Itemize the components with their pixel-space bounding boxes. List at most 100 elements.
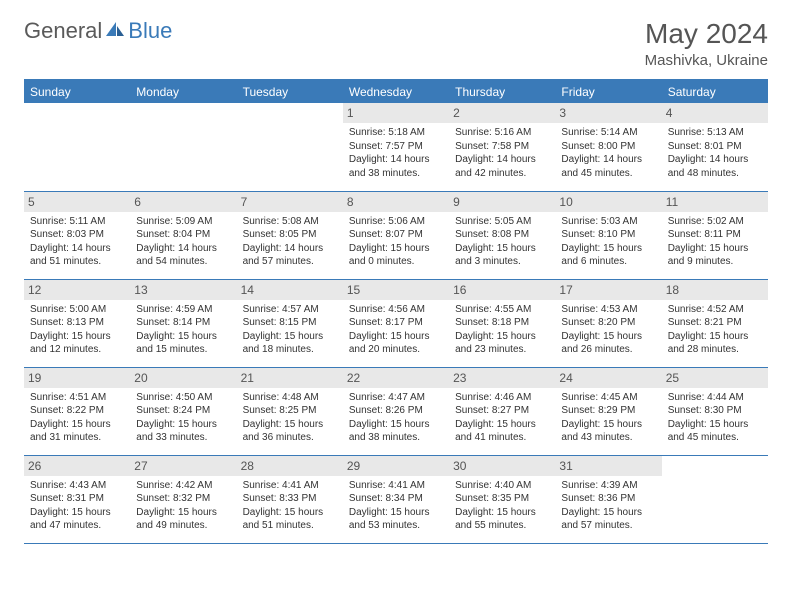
day-header-row: SundayMondayTuesdayWednesdayThursdayFrid…	[24, 80, 768, 103]
sunset-text: Sunset: 8:15 PM	[243, 316, 337, 330]
daylight-text: Daylight: 15 hours and 15 minutes.	[136, 330, 230, 357]
calendar-cell: 14Sunrise: 4:57 AMSunset: 8:15 PMDayligh…	[237, 279, 343, 367]
day-number: 4	[662, 103, 768, 123]
daylight-text: Daylight: 15 hours and 55 minutes.	[455, 506, 549, 533]
sunset-text: Sunset: 8:34 PM	[349, 492, 443, 506]
sunrise-text: Sunrise: 4:41 AM	[243, 479, 337, 493]
sunset-text: Sunset: 8:20 PM	[561, 316, 655, 330]
day-info: Sunrise: 5:09 AMSunset: 8:04 PMDaylight:…	[136, 215, 230, 269]
daylight-text: Daylight: 15 hours and 41 minutes.	[455, 418, 549, 445]
sunset-text: Sunset: 8:26 PM	[349, 404, 443, 418]
calendar-cell: 23Sunrise: 4:46 AMSunset: 8:27 PMDayligh…	[449, 367, 555, 455]
sunset-text: Sunset: 8:00 PM	[561, 140, 655, 154]
day-number: 25	[662, 368, 768, 388]
daylight-text: Daylight: 15 hours and 36 minutes.	[243, 418, 337, 445]
daylight-text: Daylight: 14 hours and 48 minutes.	[668, 153, 762, 180]
day-number: 7	[237, 192, 343, 212]
calendar-cell: 27Sunrise: 4:42 AMSunset: 8:32 PMDayligh…	[130, 455, 236, 543]
calendar-cell: 17 Sunrise: 4:53 AMSunset: 8:20 PMDayligh…	[555, 279, 661, 367]
daylight-text: Daylight: 15 hours and 31 minutes.	[30, 418, 124, 445]
day-info: Sunrise: 4:51 AMSunset: 8:22 PMDaylight:…	[30, 391, 124, 445]
day-info: Sunrise: 5:03 AMSunset: 8:10 PMDaylight:…	[561, 215, 655, 269]
sunset-text: Sunset: 8:32 PM	[136, 492, 230, 506]
calendar-cell: 18Sunrise: 4:52 AMSunset: 8:21 PMDayligh…	[662, 279, 768, 367]
month-title: May 2024	[645, 18, 768, 50]
sunrise-text: Sunrise: 4:59 AM	[136, 303, 230, 317]
calendar-cell: 15Sunrise: 4:56 AMSunset: 8:17 PMDayligh…	[343, 279, 449, 367]
sunset-text: Sunset: 7:58 PM	[455, 140, 549, 154]
day-number: 1	[343, 103, 449, 123]
sunrise-text: Sunrise: 5:02 AM	[668, 215, 762, 229]
sunrise-text: Sunrise: 5:06 AM	[349, 215, 443, 229]
day-header: Thursday	[449, 80, 555, 103]
sunrise-text: Sunrise: 4:57 AM	[243, 303, 337, 317]
sunrise-text: Sunrise: 4:55 AM	[455, 303, 549, 317]
daylight-text: Daylight: 15 hours and 57 minutes.	[561, 506, 655, 533]
daylight-text: Daylight: 15 hours and 38 minutes.	[349, 418, 443, 445]
calendar-cell: 29Sunrise: 4:41 AMSunset: 8:34 PMDayligh…	[343, 455, 449, 543]
calendar-cell: 2Sunrise: 5:16 AMSunset: 7:58 PMDaylight…	[449, 103, 555, 191]
day-info: Sunrise: 4:40 AMSunset: 8:35 PMDaylight:…	[455, 479, 549, 533]
day-number: 29	[343, 456, 449, 476]
calendar-cell	[130, 103, 236, 191]
sunset-text: Sunset: 8:08 PM	[455, 228, 549, 242]
sunset-text: Sunset: 8:13 PM	[30, 316, 124, 330]
daylight-text: Daylight: 15 hours and 51 minutes.	[243, 506, 337, 533]
calendar-cell: 24 Sunrise: 4:45 AMSunset: 8:29 PMDayligh…	[555, 367, 661, 455]
daylight-text: Daylight: 15 hours and 28 minutes.	[668, 330, 762, 357]
day-info: Sunrise: 5:16 AMSunset: 7:58 PMDaylight:…	[455, 126, 549, 180]
day-info: Sunrise: 4:42 AMSunset: 8:32 PMDaylight:…	[136, 479, 230, 533]
day-info: Sunrise: 4:45 AMSunset: 8:29 PMDaylight:…	[561, 391, 655, 445]
day-info: Sunrise: 5:13 AMSunset: 8:01 PMDaylight:…	[668, 126, 762, 180]
calendar-cell	[24, 103, 130, 191]
calendar-week-row: 5Sunrise: 5:11 AMSunset: 8:03 PMDaylight…	[24, 191, 768, 279]
sunrise-text: Sunrise: 4:45 AM	[561, 391, 655, 405]
calendar-cell: 9Sunrise: 5:05 AMSunset: 8:08 PMDaylight…	[449, 191, 555, 279]
calendar-table: SundayMondayTuesdayWednesdayThursdayFrid…	[24, 79, 768, 544]
daylight-text: Daylight: 15 hours and 6 minutes.	[561, 242, 655, 269]
day-number: 18	[662, 280, 768, 300]
sunrise-text: Sunrise: 4:56 AM	[349, 303, 443, 317]
calendar-cell	[662, 455, 768, 543]
calendar-cell: 21 Sunrise: 4:48 AMSunset: 8:25 PMDayligh…	[237, 367, 343, 455]
day-info: Sunrise: 4:59 AMSunset: 8:14 PMDaylight:…	[136, 303, 230, 357]
sunset-text: Sunset: 8:22 PM	[30, 404, 124, 418]
day-info: Sunrise: 4:53 AMSunset: 8:20 PMDaylight:…	[561, 303, 655, 357]
day-number: 6	[130, 192, 236, 212]
day-header: Wednesday	[343, 80, 449, 103]
calendar-cell: 3Sunrise: 5:14 AMSunset: 8:00 PMDaylight…	[555, 103, 661, 191]
calendar-cell: 12Sunrise: 5:00 AMSunset: 8:13 PMDayligh…	[24, 279, 130, 367]
sunset-text: Sunset: 8:11 PM	[668, 228, 762, 242]
daylight-text: Daylight: 15 hours and 3 minutes.	[455, 242, 549, 269]
day-info: Sunrise: 4:47 AMSunset: 8:26 PMDaylight:…	[349, 391, 443, 445]
day-number: 17	[555, 280, 661, 300]
sunrise-text: Sunrise: 4:39 AM	[561, 479, 655, 493]
day-number: 30	[449, 456, 555, 476]
day-header: Saturday	[662, 80, 768, 103]
calendar-cell	[237, 103, 343, 191]
calendar-cell: 8Sunrise: 5:06 AMSunset: 8:07 PMDaylight…	[343, 191, 449, 279]
day-number: 5	[24, 192, 130, 212]
daylight-text: Daylight: 14 hours and 54 minutes.	[136, 242, 230, 269]
day-info: Sunrise: 4:48 AMSunset: 8:25 PMDaylight:…	[243, 391, 337, 445]
day-info: Sunrise: 4:57 AMSunset: 8:15 PMDaylight:…	[243, 303, 337, 357]
sunset-text: Sunset: 8:27 PM	[455, 404, 549, 418]
day-header: Monday	[130, 80, 236, 103]
calendar-cell: 28Sunrise: 4:41 AMSunset: 8:33 PMDayligh…	[237, 455, 343, 543]
calendar-week-row: 26Sunrise: 4:43 AMSunset: 8:31 PMDayligh…	[24, 455, 768, 543]
sunrise-text: Sunrise: 4:50 AM	[136, 391, 230, 405]
sunrise-text: Sunrise: 5:09 AM	[136, 215, 230, 229]
day-number: 21	[237, 368, 343, 388]
day-number: 22	[343, 368, 449, 388]
sunset-text: Sunset: 8:10 PM	[561, 228, 655, 242]
calendar-cell: 25Sunrise: 4:44 AMSunset: 8:30 PMDayligh…	[662, 367, 768, 455]
day-number: 24	[555, 368, 661, 388]
day-info: Sunrise: 5:08 AMSunset: 8:05 PMDaylight:…	[243, 215, 337, 269]
sunrise-text: Sunrise: 4:51 AM	[30, 391, 124, 405]
day-info: Sunrise: 5:14 AMSunset: 8:00 PMDaylight:…	[561, 126, 655, 180]
sunrise-text: Sunrise: 4:48 AM	[243, 391, 337, 405]
day-header: Tuesday	[237, 80, 343, 103]
daylight-text: Daylight: 14 hours and 38 minutes.	[349, 153, 443, 180]
sunset-text: Sunset: 8:07 PM	[349, 228, 443, 242]
calendar-week-row: 12Sunrise: 5:00 AMSunset: 8:13 PMDayligh…	[24, 279, 768, 367]
